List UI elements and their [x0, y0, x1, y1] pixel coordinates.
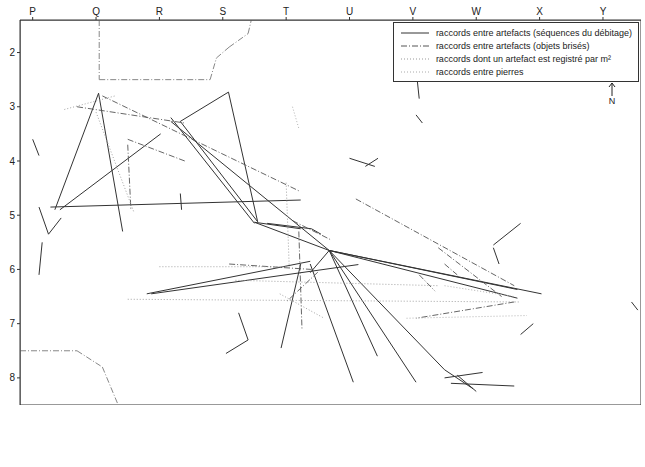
- html-text:raccords entre artefacts (séqu: raccords entre artefacts (séquences du d…: [435, 27, 632, 38]
- svg-text:2: 2: [9, 47, 15, 58]
- svg-text:6: 6: [9, 264, 15, 275]
- svg-text:R: R: [156, 6, 163, 17]
- html-text:raccords entre artefacts (obje: raccords entre artefacts (objets brisés): [435, 40, 590, 51]
- html-text:raccords dont un artefact est: raccords dont un artefact est registré p…: [435, 53, 611, 64]
- svg-text:P: P: [29, 6, 36, 17]
- svg-text:W: W: [472, 6, 482, 17]
- svg-text:4: 4: [9, 156, 15, 167]
- svg-text:S: S: [219, 6, 226, 17]
- svg-text:U: U: [346, 6, 353, 17]
- svg-text:8: 8: [9, 372, 15, 383]
- svg-text:Q: Q: [92, 6, 100, 17]
- svg-text:3: 3: [9, 101, 15, 112]
- html-text:raccords entre pierres: raccords entre pierres: [435, 66, 524, 77]
- svg-text:X: X: [536, 6, 543, 17]
- svg-text:7: 7: [9, 318, 15, 329]
- svg-text:T: T: [283, 6, 289, 17]
- svg-text:Y: Y: [600, 6, 607, 17]
- html-text:N: N: [608, 96, 616, 106]
- svg-text:5: 5: [9, 210, 15, 221]
- svg-text:V: V: [410, 6, 417, 17]
